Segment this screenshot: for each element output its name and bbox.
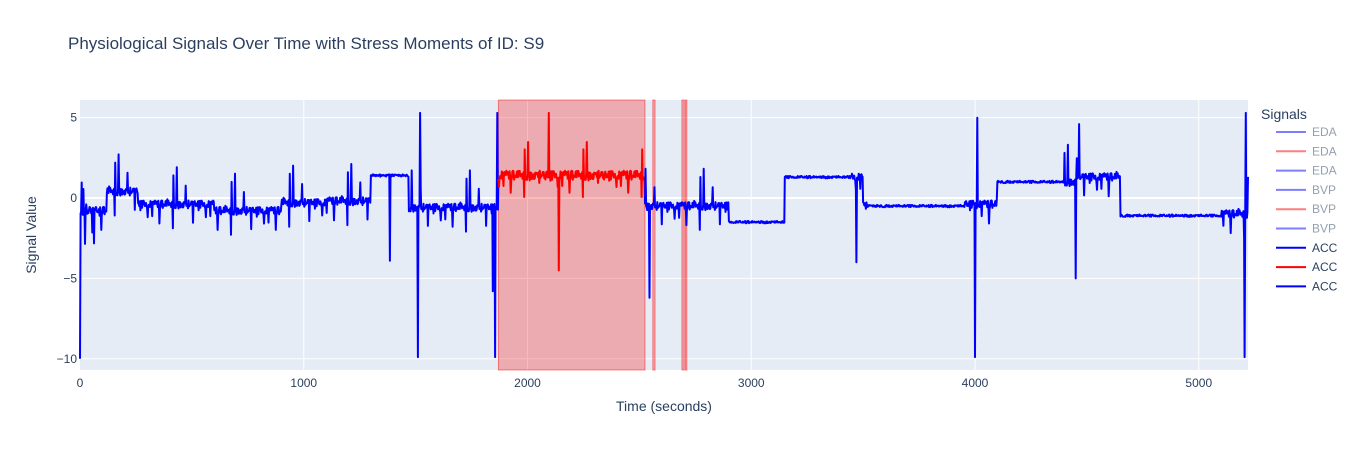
y-axis-title: Signal Value xyxy=(23,196,39,274)
stress-region xyxy=(684,99,688,371)
series-line-acc xyxy=(79,111,500,359)
legend-label: BVP xyxy=(1312,202,1336,216)
x-tick-label: 3000 xyxy=(738,376,765,390)
y-tick-label: 0 xyxy=(70,191,77,205)
legend-label: ACC xyxy=(1312,279,1338,293)
x-axis-ticks: 0 1000 2000 3000 4000 5000 xyxy=(77,376,1213,390)
legend-item[interactable]: BVP xyxy=(1276,202,1336,216)
series-lines xyxy=(79,111,1249,359)
x-tick-label: 0 xyxy=(77,376,84,390)
stress-region xyxy=(681,99,685,371)
x-tick-label: 1000 xyxy=(290,376,317,390)
stress-region xyxy=(497,99,646,371)
legend-item[interactable]: EDA xyxy=(1276,144,1337,158)
legend-item[interactable]: EDA xyxy=(1276,125,1337,139)
legend-label: BVP xyxy=(1312,222,1336,236)
legend-item[interactable]: BVP xyxy=(1276,222,1336,236)
legend-label: EDA xyxy=(1312,144,1337,158)
stress-regions xyxy=(497,99,688,371)
series-line-acc xyxy=(644,111,1249,359)
y-tick-label: 5 xyxy=(70,111,77,125)
plot-area xyxy=(80,100,1248,370)
y-tick-label: −10 xyxy=(57,352,78,366)
y-tick-label: −5 xyxy=(63,271,77,285)
chart-title: Physiological Signals Over Time with Str… xyxy=(68,34,544,53)
legend-label: BVP xyxy=(1312,183,1336,197)
y-axis-ticks: 5 0 −5 −10 xyxy=(57,111,78,366)
legend-label: ACC xyxy=(1312,260,1338,274)
series-line-acc xyxy=(497,111,646,272)
legend-label: ACC xyxy=(1312,241,1338,255)
x-tick-label: 5000 xyxy=(1185,376,1212,390)
stress-region xyxy=(652,99,656,371)
legend-item[interactable]: ACC xyxy=(1276,260,1338,274)
legend-item[interactable]: ACC xyxy=(1276,241,1338,255)
legend-item[interactable]: ACC xyxy=(1276,279,1338,293)
legend-label: EDA xyxy=(1312,125,1337,139)
legend-title: Signals xyxy=(1261,106,1307,122)
grid-lines xyxy=(80,100,1248,370)
x-tick-label: 4000 xyxy=(962,376,989,390)
legend[interactable]: EDA EDA EDA BVP BVP BVP ACC ACC ACC xyxy=(1276,125,1338,293)
x-tick-label: 2000 xyxy=(514,376,541,390)
legend-label: EDA xyxy=(1312,164,1337,178)
legend-item[interactable]: EDA xyxy=(1276,164,1337,178)
legend-item[interactable]: BVP xyxy=(1276,183,1336,197)
x-axis-title: Time (seconds) xyxy=(616,398,712,414)
